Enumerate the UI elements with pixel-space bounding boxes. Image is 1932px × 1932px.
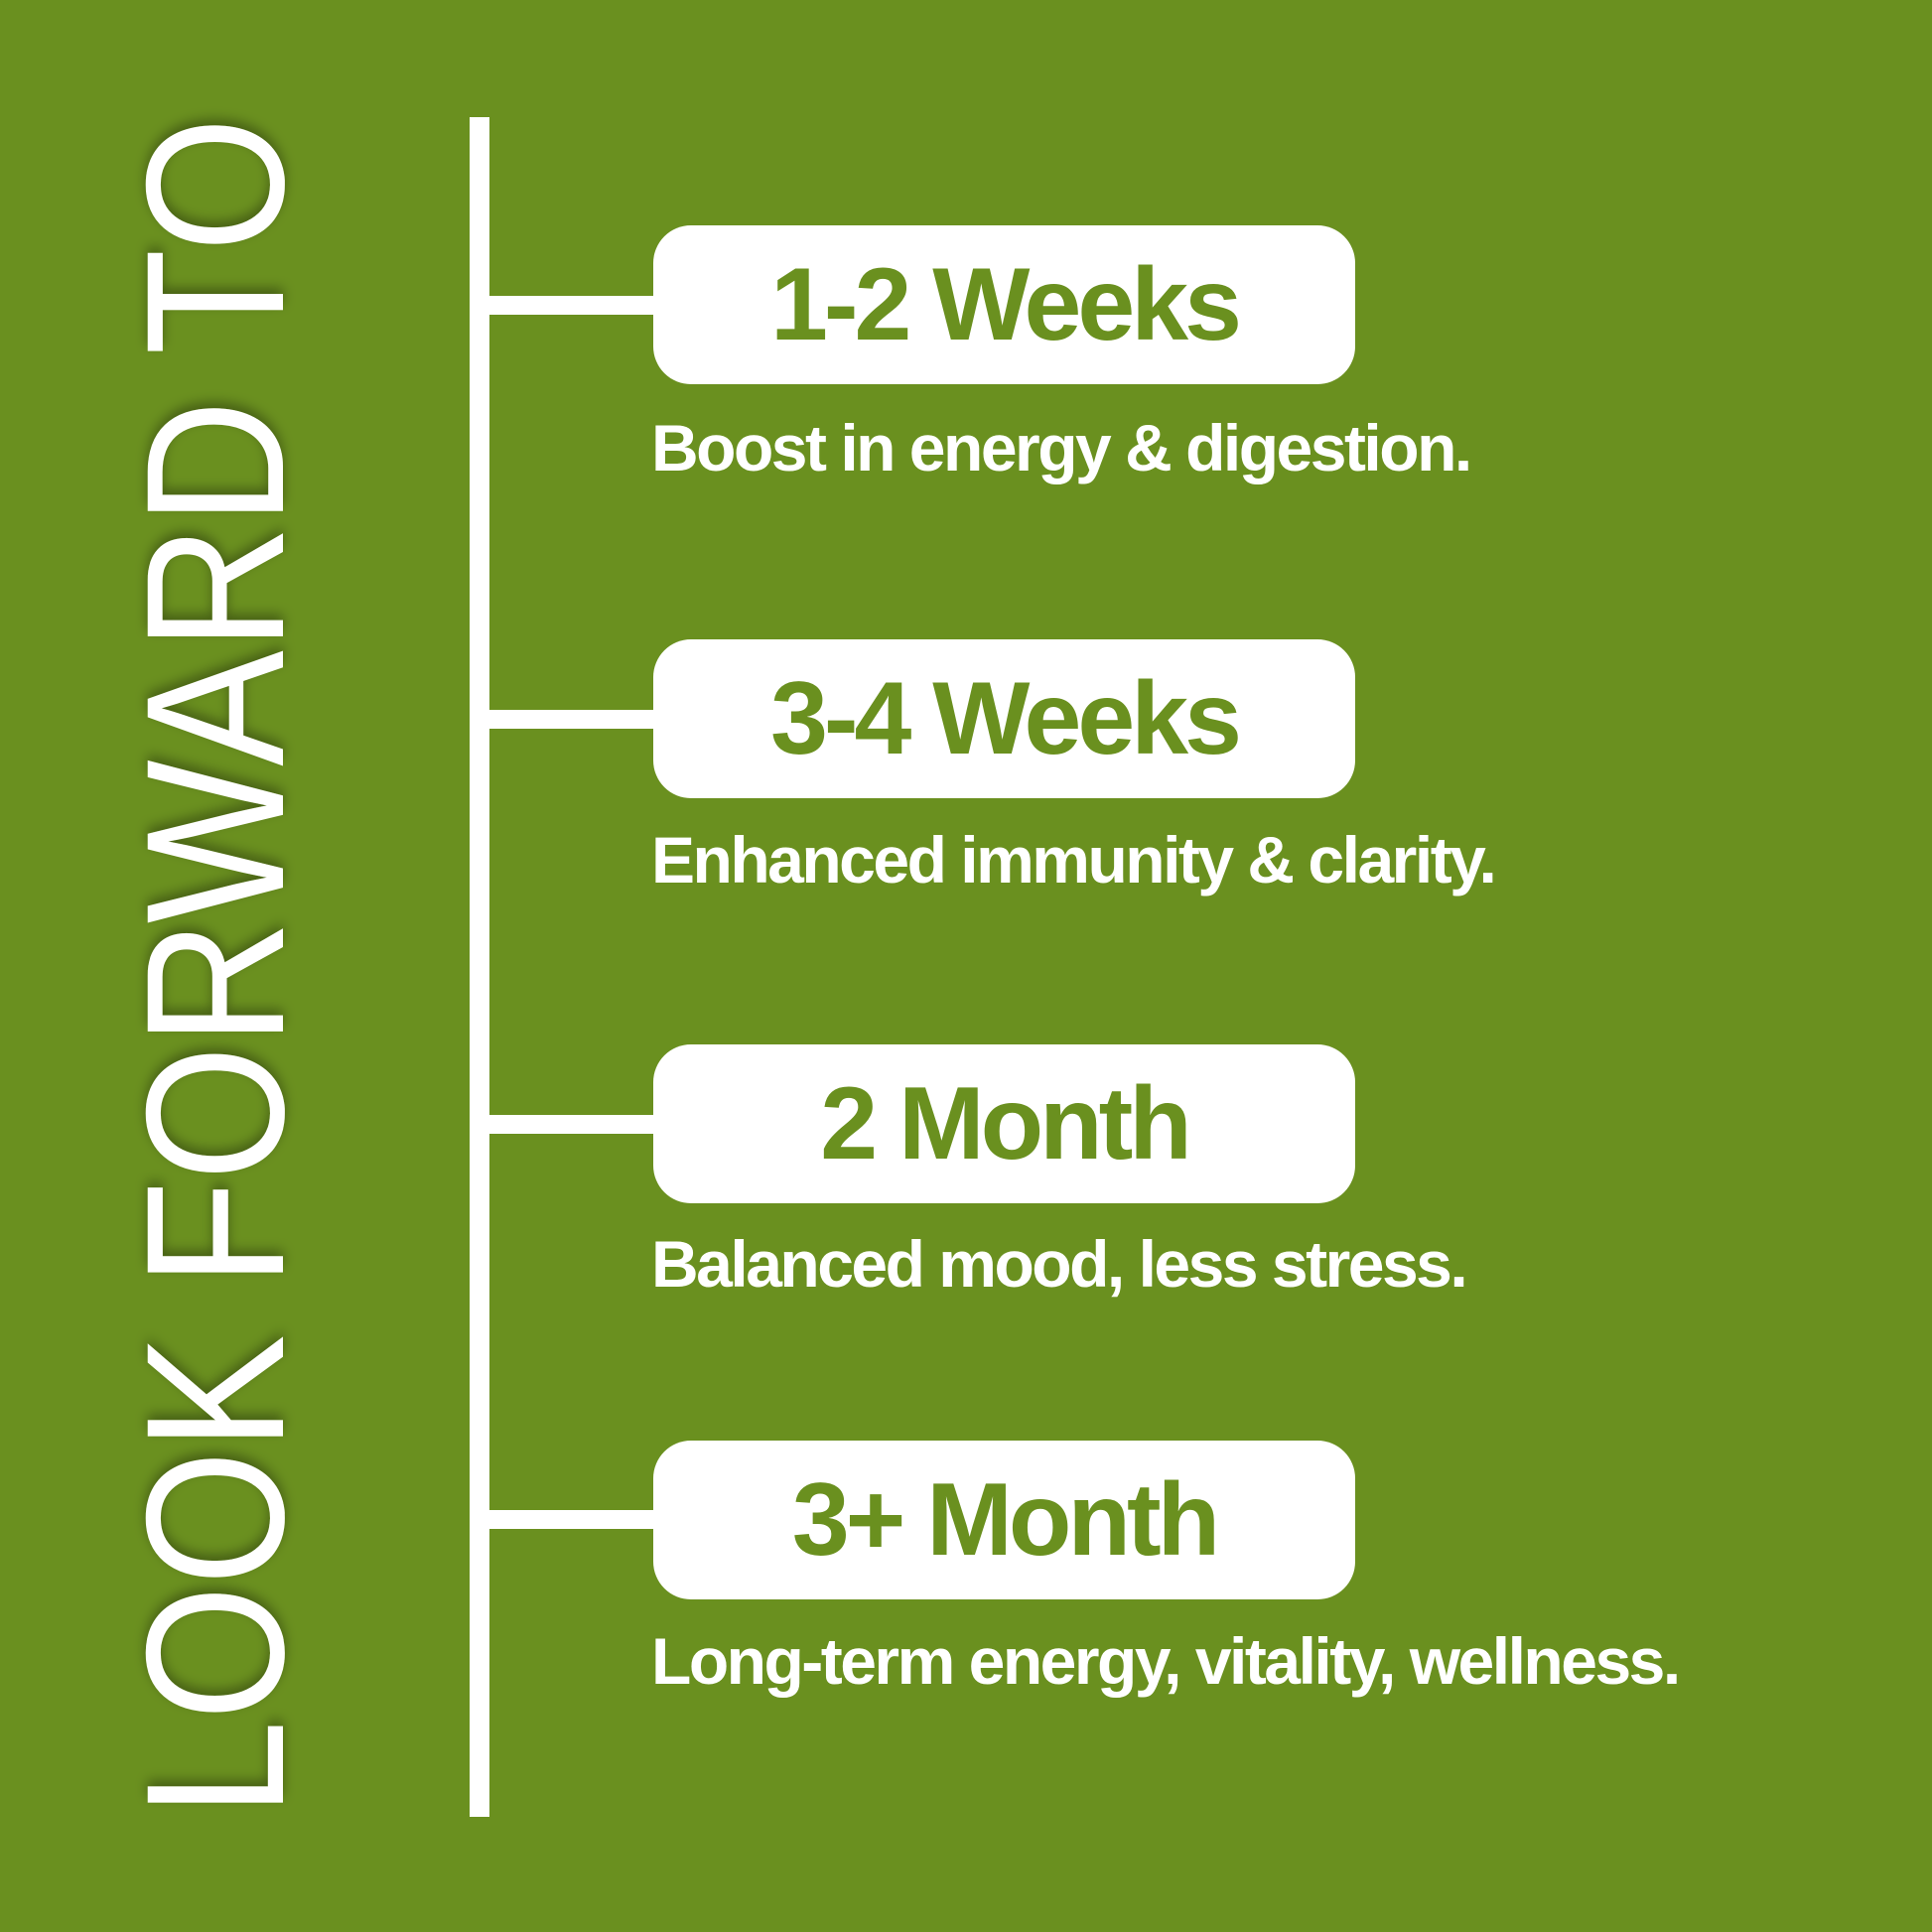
- milestone-badge-3: 2 Month: [653, 1044, 1355, 1203]
- connector-2: [489, 710, 654, 729]
- milestone-label: 1-2 Weeks: [770, 246, 1242, 362]
- title-text: LOOK FORWARD TO: [119, 117, 318, 1817]
- connector-1: [489, 296, 654, 315]
- milestone-label: 3+ Month: [791, 1461, 1220, 1578]
- milestone-badge-1: 1-2 Weeks: [653, 225, 1355, 384]
- milestone-description: Long-term energy, vitality, wellness.: [651, 1624, 1681, 1698]
- connector-3: [489, 1115, 654, 1134]
- connector-4: [489, 1510, 654, 1529]
- timeline-line: [470, 117, 489, 1817]
- milestone-label: 2 Month: [820, 1065, 1192, 1181]
- vertical-title: LOOK FORWARD TO: [119, 117, 318, 1817]
- milestone-description: Balanced mood, less stress.: [651, 1227, 1468, 1301]
- milestone-description: Enhanced immunity & clarity.: [651, 823, 1497, 897]
- milestone-badge-4: 3+ Month: [653, 1441, 1355, 1599]
- milestone-description: Boost in energy & digestion.: [651, 411, 1472, 484]
- milestone-badge-2: 3-4 Weeks: [653, 639, 1355, 798]
- milestone-label: 3-4 Weeks: [770, 660, 1242, 776]
